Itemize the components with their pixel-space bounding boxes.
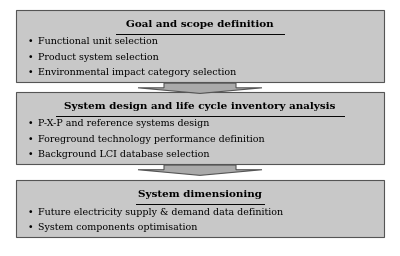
Text: •: • bbox=[28, 37, 34, 46]
Text: Functional unit selection: Functional unit selection bbox=[38, 37, 158, 46]
Text: •: • bbox=[28, 135, 34, 144]
Text: •: • bbox=[28, 68, 34, 77]
Text: Goal and scope definition: Goal and scope definition bbox=[126, 20, 274, 29]
Text: •: • bbox=[28, 208, 34, 217]
Text: Foreground technology performance definition: Foreground technology performance defini… bbox=[38, 135, 265, 144]
Text: •: • bbox=[28, 223, 34, 232]
Text: •: • bbox=[28, 119, 34, 128]
Text: System design and life cycle inventory analysis: System design and life cycle inventory a… bbox=[64, 102, 336, 111]
Text: Background LCI database selection: Background LCI database selection bbox=[38, 150, 210, 159]
FancyBboxPatch shape bbox=[16, 92, 384, 164]
Polygon shape bbox=[138, 165, 262, 175]
Text: P-X-P and reference systems design: P-X-P and reference systems design bbox=[38, 119, 209, 128]
Text: •: • bbox=[28, 53, 34, 62]
Text: System components optimisation: System components optimisation bbox=[38, 223, 197, 232]
FancyBboxPatch shape bbox=[16, 10, 384, 82]
Text: System dimensioning: System dimensioning bbox=[138, 190, 262, 199]
Text: Product system selection: Product system selection bbox=[38, 53, 159, 62]
FancyBboxPatch shape bbox=[16, 180, 384, 237]
Polygon shape bbox=[138, 83, 262, 93]
Text: Future electricity supply & demand data definition: Future electricity supply & demand data … bbox=[38, 208, 283, 217]
Text: Environmental impact category selection: Environmental impact category selection bbox=[38, 68, 236, 77]
Text: •: • bbox=[28, 150, 34, 159]
